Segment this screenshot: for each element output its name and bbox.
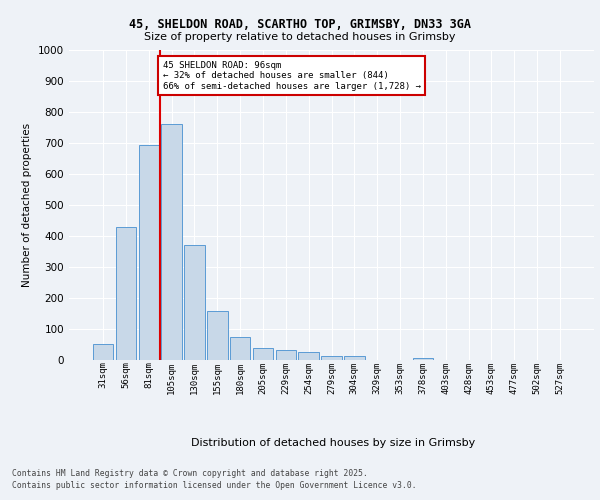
Bar	[344, 356, 365, 360]
Bar	[161, 124, 182, 360]
Bar	[275, 350, 296, 360]
Bar	[298, 352, 319, 360]
Bar	[230, 337, 250, 360]
Text: Contains public sector information licensed under the Open Government Licence v3: Contains public sector information licen…	[12, 481, 416, 490]
Bar	[93, 344, 113, 360]
Bar	[253, 348, 273, 360]
Bar	[139, 144, 159, 360]
Bar	[413, 358, 433, 360]
Bar	[321, 356, 342, 360]
Text: Size of property relative to detached houses in Grimsby: Size of property relative to detached ho…	[144, 32, 456, 42]
Text: 45, SHELDON ROAD, SCARTHO TOP, GRIMSBY, DN33 3GA: 45, SHELDON ROAD, SCARTHO TOP, GRIMSBY, …	[129, 18, 471, 30]
Bar	[184, 246, 205, 360]
Y-axis label: Number of detached properties: Number of detached properties	[22, 123, 32, 287]
Text: 45 SHELDON ROAD: 96sqm
← 32% of detached houses are smaller (844)
66% of semi-de: 45 SHELDON ROAD: 96sqm ← 32% of detached…	[163, 61, 421, 90]
Bar	[116, 226, 136, 360]
Text: Contains HM Land Registry data © Crown copyright and database right 2025.: Contains HM Land Registry data © Crown c…	[12, 468, 368, 477]
Bar	[207, 311, 227, 360]
Text: Distribution of detached houses by size in Grimsby: Distribution of detached houses by size …	[191, 438, 475, 448]
